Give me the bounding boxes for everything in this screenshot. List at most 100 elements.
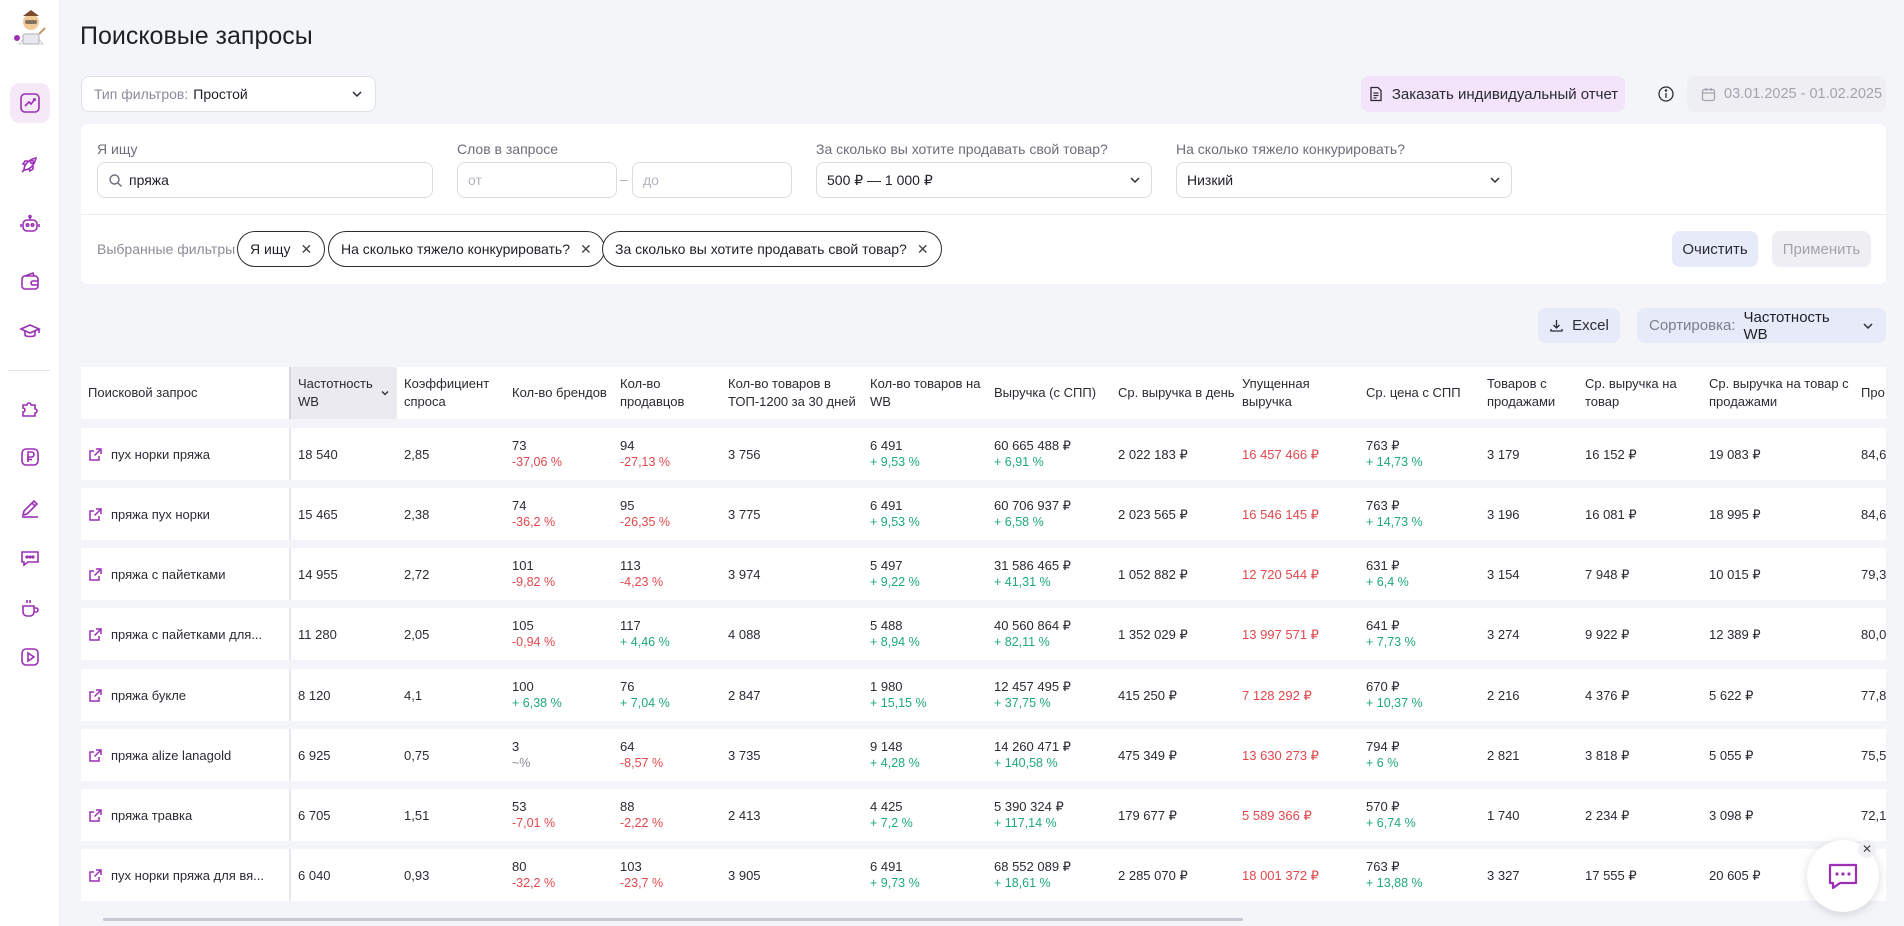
cell-wb: 6 491 + 9,73 % [863,849,987,901]
table-row[interactable]: пряжа с пайетками для... 11 280 2,05 105 -0,… [81,608,1886,660]
query-text[interactable]: пряжа букле [111,687,187,703]
col-avg-rev-item[interactable]: Ср. выручка на товар [1585,376,1677,409]
cell-delta: + 82,11 % [994,635,1050,649]
close-icon[interactable]: ✕ [916,240,929,257]
cell-price: 631 ₽ + 6,4 % [1359,548,1480,600]
chat-widget-button[interactable] [1807,840,1879,912]
sidebar-item-integrations[interactable] [10,388,50,428]
cell-query[interactable]: пряжа пух норки [81,488,289,540]
cell-delta: + 8,94 % [870,635,920,649]
table-row[interactable]: пряжа с пайетками 14 955 2,72 101 -9,82 % 113… [81,548,1886,600]
words-to-input[interactable]: до [632,162,792,198]
rocket-icon [21,156,38,173]
col-avg-price[interactable]: Ср. цена с СПП [1366,385,1461,400]
query-text[interactable]: пряжа пух норки [111,506,210,522]
col-revenue[interactable]: Выручка (с СПП) [994,385,1097,400]
query-text[interactable]: пряжа с пайетками для... [111,626,263,642]
cell-sellers: 95 -26,35 % [613,488,721,540]
sidebar-item-finance[interactable] [10,262,50,302]
order-report-button[interactable]: Заказать индивидуальный отчет [1361,76,1625,112]
sidebar-item-promotion[interactable] [10,144,50,184]
close-icon[interactable]: ✕ [580,240,592,257]
col-avg-rev-item-sales[interactable]: Ср. выручка на товар с продажами [1709,376,1849,409]
search-input[interactable]: пряжа [97,162,433,198]
external-link-icon[interactable] [88,688,103,703]
cell-value: 6 925 [298,747,331,763]
close-icon[interactable]: ✕ [300,240,313,257]
cell-avg-item: 17 555 ₽ [1578,849,1702,901]
col-brands[interactable]: Кол-во брендов [512,385,607,400]
table-row[interactable]: пряжа травка 6 705 1,51 53 -7,01 % 88 -2,22 % 2… [81,789,1886,841]
cell-rev: 31 586 465 ₽ + 41,31 % [987,548,1111,600]
words-from-input[interactable]: от [457,162,617,198]
chat-icon [21,551,39,567]
sidebar-item-education[interactable] [10,311,50,351]
table-row[interactable]: пряжа букле 8 120 4,1 100 + 6,38 % 76 + 7,04 %… [81,669,1886,721]
sidebar-item-edit[interactable] [10,488,50,528]
query-text[interactable]: пряжа alize lanagold [111,747,232,763]
sidebar-item-bot[interactable] [10,204,50,244]
sidebar-item-messages[interactable] [10,538,50,578]
cell-query[interactable]: пряжа alize lanagold [81,729,289,781]
search-value: пряжа [129,172,169,188]
horizontal-scrollbar[interactable] [81,912,1886,926]
table-row[interactable]: пряжа alize lanagold 6 925 0,75 3 ~% 64 -8,57 … [81,729,1886,781]
query-text[interactable]: пряжа с пайетками [111,566,226,582]
cell-query[interactable]: пряжа букле [81,669,289,721]
scroll-thumb[interactable] [103,918,1243,921]
cell-value: 14 955 [298,566,338,582]
col-sellers[interactable]: Кол-во продавцов [620,376,685,409]
cell-value: 0,93 [404,867,430,883]
col-items-wb[interactable]: Кол-во товаров на WB [870,376,981,409]
external-link-icon[interactable] [88,567,103,582]
query-text[interactable]: пух норки пряжа [111,446,210,462]
cell-query[interactable]: пух норки пряжа [81,428,289,480]
external-link-icon[interactable] [88,627,103,642]
external-link-icon[interactable] [88,507,103,522]
filter-chip-price[interactable]: За сколько вы хотите продавать свой това… [602,231,942,267]
cell-query[interactable]: пряжа с пайетками для... [81,608,289,660]
chat-close-icon[interactable]: ✕ [1858,840,1876,858]
external-link-icon[interactable] [88,447,103,462]
filter-chip-competition[interactable]: На сколько тяжело конкурировать? ✕ [328,231,605,267]
excel-export-button[interactable]: Excel [1538,308,1620,343]
col-query[interactable]: Поисковой запрос [88,385,198,400]
sidebar-item-support[interactable] [10,588,50,628]
cell-query[interactable]: пряжа с пайетками [81,548,289,600]
col-avg-daily[interactable]: Ср. выручка в день [1118,385,1235,400]
report-icon [1370,86,1382,102]
col-demand-coef[interactable]: Коэффициент спроса [404,376,490,409]
col-extra[interactable]: Про с пр [1861,385,1886,400]
col-items-with-sales[interactable]: Товаров с продажами [1487,376,1556,409]
query-text[interactable]: пух норки пряжа для вя... [111,867,265,883]
date-range-picker[interactable]: 03.01.2025 - 01.02.2025 [1687,76,1886,112]
price-select[interactable]: 500 ₽ — 1 000 ₽ [816,162,1152,198]
col-frequency[interactable]: Частотность WB [289,367,397,419]
app-logo[interactable] [9,8,49,50]
cell-value: 763 ₽ [1366,438,1400,453]
filter-chip-search[interactable]: Я ищу ✕ [237,231,326,267]
info-icon[interactable] [1657,85,1675,103]
sidebar-item-video[interactable] [10,637,50,677]
cell-value: 16 152 ₽ [1585,446,1637,462]
apply-button[interactable]: Применить [1772,231,1871,267]
table-row[interactable]: пух норки пряжа для вя... 6 040 0,93 80 -32,… [81,849,1886,901]
sort-select[interactable]: Сортировка: Частотность WB [1637,308,1886,343]
table-row[interactable]: пух норки пряжа 18 540 2,85 73 -37,06 % 94 -27… [81,428,1886,480]
competition-select[interactable]: Низкий [1176,162,1512,198]
puzzle-icon [22,402,38,417]
external-link-icon[interactable] [88,808,103,823]
cell-query[interactable]: пряжа травка [81,789,289,841]
sidebar-item-analytics[interactable] [10,83,50,123]
cell-value: 68 552 089 ₽ [994,859,1071,874]
sidebar-item-pricing[interactable] [10,437,50,477]
external-link-icon[interactable] [88,868,103,883]
clear-button[interactable]: Очистить [1672,231,1758,267]
query-text[interactable]: пряжа травка [111,807,193,823]
filter-type-select[interactable]: Тип фильтров: Простой [81,76,376,112]
table-row[interactable]: пряжа пух норки 15 465 2,38 74 -36,2 % 95 -26,… [81,488,1886,540]
cell-query[interactable]: пух норки пряжа для вя... [81,849,289,901]
external-link-icon[interactable] [88,748,103,763]
col-lost-revenue[interactable]: Упущенная выручка [1242,376,1310,409]
col-top1200[interactable]: Кол-во товаров в ТОП-1200 за 30 дней [728,376,856,409]
